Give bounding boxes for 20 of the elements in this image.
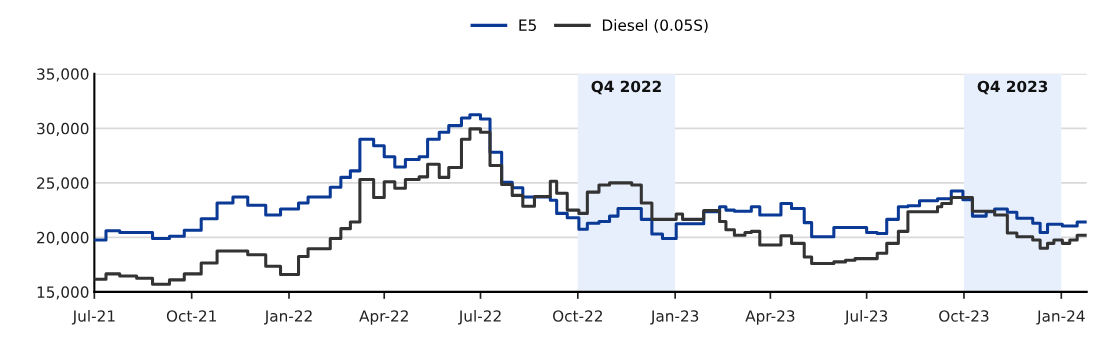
- x-tick-label: Oct-21: [166, 310, 216, 322]
- legend-label: E5: [519, 19, 536, 31]
- x-tick-label: Apr-23: [745, 310, 795, 325]
- y-tick-label: 25,000: [37, 177, 89, 191]
- x-tick-label: Jul-21: [71, 309, 115, 325]
- x-tick-label: Oct-22: [553, 310, 602, 322]
- y-tick-label: 15,000: [37, 286, 89, 300]
- x-tick-label: Jan-23: [650, 310, 699, 325]
- x-tick-label: Oct-23: [939, 310, 989, 322]
- x-tick-label: Jan-22: [263, 310, 312, 325]
- y-tick-label: 30,000: [37, 122, 89, 136]
- x-tick-label: Jan-24: [1036, 310, 1085, 325]
- y-tick-label: 35,000: [37, 68, 89, 82]
- band-label: Q4 2023: [977, 80, 1048, 95]
- band-label: Q4 2022: [591, 80, 661, 95]
- x-tick-label: Jul-22: [458, 309, 501, 325]
- x-tick-label: Jul-23: [844, 309, 888, 325]
- legend-label: Diesel (0.05S): [602, 19, 708, 33]
- y-tick-label: 20,000: [37, 231, 89, 245]
- x-tick-label: Apr-22: [359, 310, 408, 325]
